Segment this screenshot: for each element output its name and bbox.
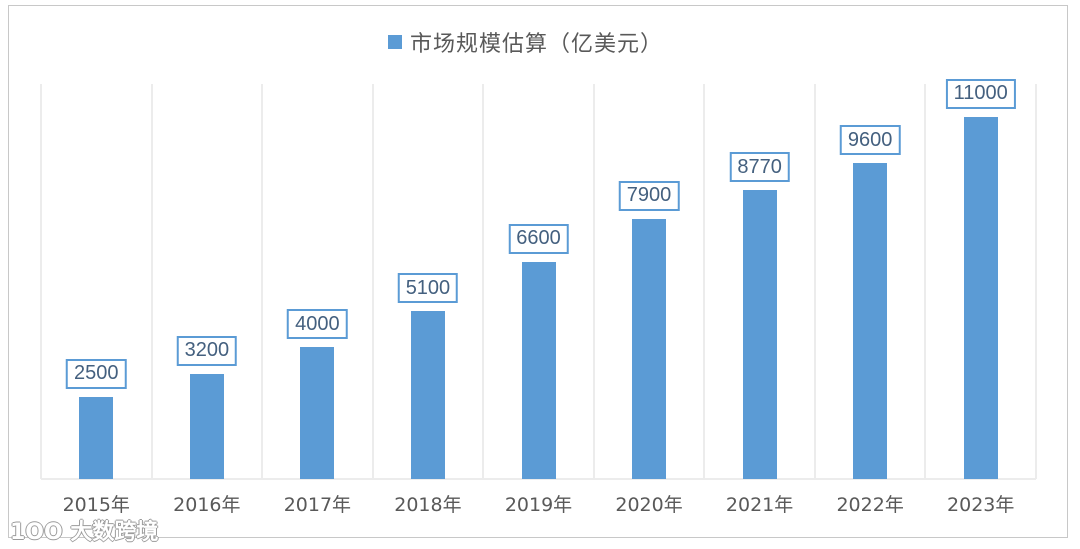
gridline — [40, 84, 42, 479]
data-label: 3200 — [176, 335, 238, 366]
x-tick-label: 2020年 — [615, 494, 683, 516]
x-tick-label: 2019年 — [504, 494, 573, 516]
legend: 市场规模估算（亿美元） — [388, 28, 664, 57]
x-tick-label: 2018年 — [394, 494, 462, 516]
gridline — [924, 84, 927, 479]
gridline — [150, 84, 153, 479]
data-label: 6600 — [508, 223, 569, 254]
gridline — [261, 84, 264, 479]
gridline — [1035, 84, 1037, 479]
gridline — [813, 84, 816, 479]
x-axis-line — [41, 478, 1036, 480]
x-tick-label: 2017年 — [283, 494, 352, 516]
data-label: 8770 — [729, 152, 790, 183]
data-label: 9600 — [839, 125, 901, 155]
bar — [521, 261, 556, 479]
x-tick-label: 2021年 — [725, 494, 794, 516]
bar — [632, 218, 667, 479]
bar — [963, 116, 998, 479]
x-tick-label: 2022年 — [836, 494, 904, 516]
bar — [853, 163, 888, 479]
bar — [189, 373, 224, 479]
gridline — [371, 84, 374, 479]
x-tick-label: 2016年 — [173, 494, 241, 516]
legend-label: 市场规模估算（亿美元） — [410, 32, 664, 57]
plot-area: 2500 3200 4000 5100 6600 7900 8770 9600 11000 — [40, 78, 1037, 480]
gridline — [703, 84, 706, 479]
bar — [410, 311, 445, 479]
bar — [79, 396, 114, 479]
bar — [742, 190, 777, 479]
data-label: 2500 — [66, 358, 127, 389]
x-tick-label: 2023年 — [947, 494, 1015, 516]
watermark: 1OO 大数跨境 — [10, 520, 159, 545]
data-label: 7900 — [618, 180, 680, 211]
data-label: 4000 — [287, 309, 348, 340]
data-label: 5100 — [397, 273, 459, 304]
bar — [300, 347, 335, 479]
gridline — [592, 84, 595, 479]
x-tick-label: 2015年 — [62, 494, 130, 516]
data-label: 11000 — [945, 78, 1016, 109]
legend-swatch — [388, 35, 402, 49]
gridline — [482, 84, 485, 479]
